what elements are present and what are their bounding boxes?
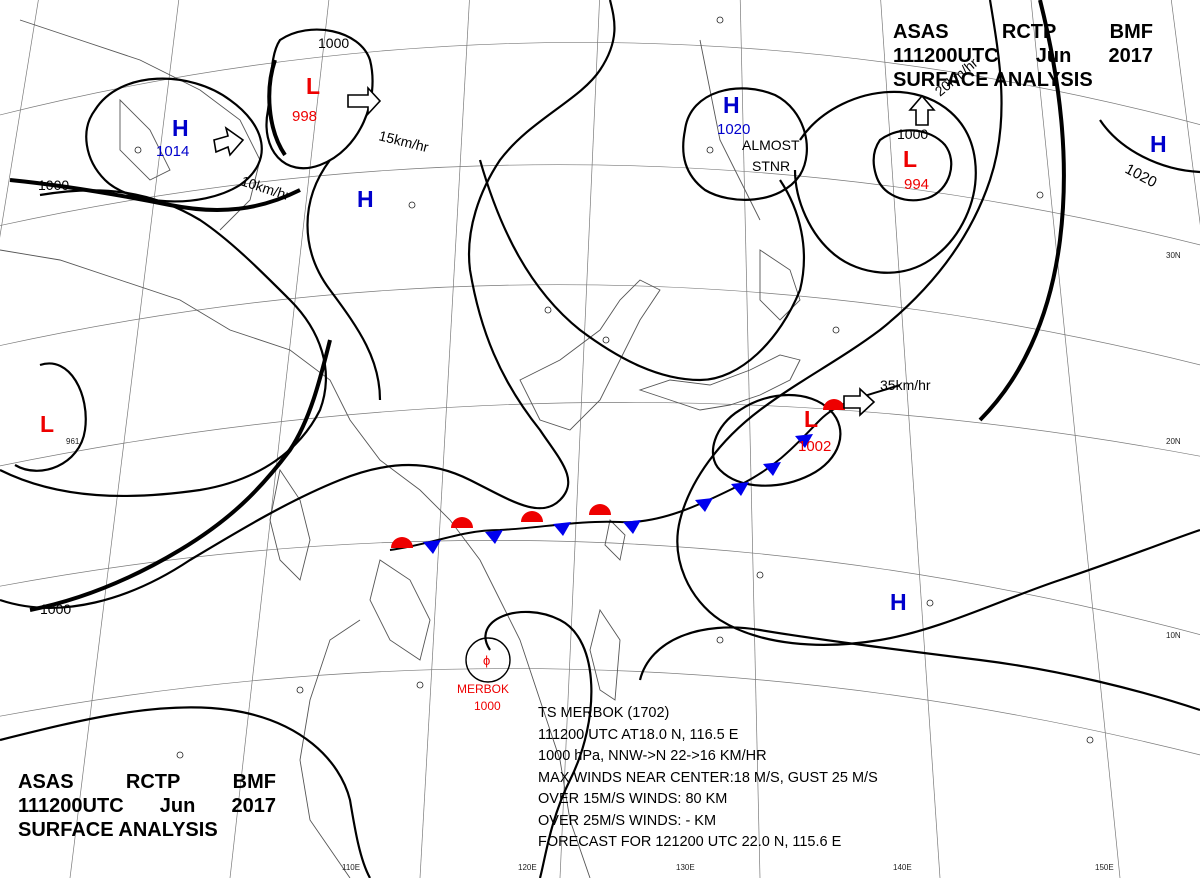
cold-front-symbol [423, 540, 441, 554]
cold-front-symbol [553, 522, 571, 536]
title-time: 111200UTC [18, 795, 124, 817]
station-plots [134, 16, 1094, 759]
cold-front-symbol [623, 520, 641, 534]
typhoon-labels: ϕ MERBOK 1000 [457, 653, 509, 713]
typhoon-circle [465, 637, 511, 683]
title-year: 2017 [1108, 45, 1153, 67]
lon-label: 150E [1095, 863, 1114, 872]
storm-info-line: FORECAST FOR 121200 UTC 22.0 N, 115.6 E [538, 834, 842, 850]
warm-front [391, 399, 845, 548]
isobar-label: 1000 [318, 35, 349, 51]
typhoon-name: MERBOK [457, 682, 509, 696]
lon-label: 120E [518, 863, 537, 872]
title-station: RCTP [1001, 21, 1057, 43]
lon-label: 130E [676, 863, 695, 872]
high-label: H [890, 589, 907, 615]
title-month: Jun [1035, 45, 1072, 67]
storm-info-box: TS MERBOK (1702) 111200 UTC AT18.0 N, 11… [538, 703, 958, 854]
warm-front-symbol [451, 517, 473, 528]
stationary-label: ALMOST [742, 137, 800, 153]
lat-label: 20N [1166, 437, 1181, 446]
cold-front-symbol [763, 462, 781, 476]
storm-info-line: MAX WINDS NEAR CENTER:18 M/S, GUST 25 M/… [538, 769, 878, 786]
low-value: 994 [904, 176, 929, 193]
low-value: 961 [66, 437, 80, 446]
cold-front-symbol [695, 498, 713, 512]
title-analysis: SURFACE ANALYSIS [893, 69, 1093, 91]
low-label: L [40, 411, 54, 437]
storm-info-line: OVER 15M/S WINDS: 80 KM [538, 791, 728, 807]
storm-info-line: 1000 hPa, NNW->N 22->16 KM/HR [538, 748, 767, 764]
warm-front-symbol [823, 399, 845, 410]
coordinate-labels: 30N 20N 10N 110E 120E 130E 140E 150E [342, 251, 1181, 872]
isobar-label: 1000 [40, 601, 71, 617]
isobar-label: 1000 [897, 126, 928, 142]
high-label: H [1150, 131, 1167, 157]
typhoon-pressure: 1000 [474, 699, 501, 713]
high-label: H [723, 92, 740, 118]
warm-front-symbol [521, 511, 543, 522]
cold-front-symbol [731, 482, 749, 496]
title-agency: ASAS [18, 771, 74, 793]
low-label: L [804, 406, 818, 432]
speed-label: 35km/hr [880, 377, 931, 393]
high-label: H [172, 115, 189, 141]
title-station: RCTP [125, 771, 181, 793]
high-label: H [357, 186, 374, 212]
lon-label: 140E [893, 863, 912, 872]
lat-label: 30N [1166, 251, 1181, 260]
title-month: Jun [159, 795, 196, 817]
title-office: BMF [232, 771, 276, 793]
warm-front-symbol [391, 537, 413, 548]
warm-front-symbol [589, 504, 611, 515]
low-value: 998 [292, 108, 317, 125]
motion-arrows [213, 85, 936, 417]
title-analysis: SURFACE ANALYSIS [18, 819, 218, 841]
lat-label: 10N [1166, 631, 1181, 640]
high-value: 1014 [156, 143, 189, 160]
stationary-label: STNR [752, 158, 790, 174]
map-title-bottom: ASAS RCTP BMF 111200UTC Jun 2017 SURFACE… [18, 770, 276, 842]
low-value: 1002 [798, 438, 831, 455]
cold-front-symbol [485, 530, 503, 544]
title-office: BMF [1109, 21, 1153, 43]
front-line [389, 384, 901, 551]
title-year: 2017 [231, 795, 276, 817]
pressure-systems: H 1014 L 998 H H 1020 L 994 H 1020 L 961… [40, 73, 1167, 615]
low-label: L [903, 146, 917, 172]
high-value: 1020 [717, 121, 750, 138]
title-agency: ASAS [893, 21, 949, 43]
low-label: L [306, 73, 320, 99]
isobar-labels: 1000 1000 1000 1000 [38, 35, 928, 617]
storm-info-line: OVER 25M/S WINDS: - KM [538, 812, 717, 829]
storm-info-line: TS MERBOK (1702) [538, 705, 670, 721]
lon-label: 110E [342, 863, 360, 872]
cold-front [423, 434, 813, 554]
storm-info-line: 111200 UTC AT18.0 N, 116.5 E [538, 726, 739, 743]
cold-front-symbol [795, 434, 813, 448]
title-time: 111200UTC [893, 45, 999, 67]
isobar-label: 1000 [38, 177, 69, 193]
map-title: ASAS RCTP BMF 111200UTC Jun 2017 SURFACE… [893, 20, 1153, 92]
typhoon-symbol: ϕ [483, 653, 490, 668]
